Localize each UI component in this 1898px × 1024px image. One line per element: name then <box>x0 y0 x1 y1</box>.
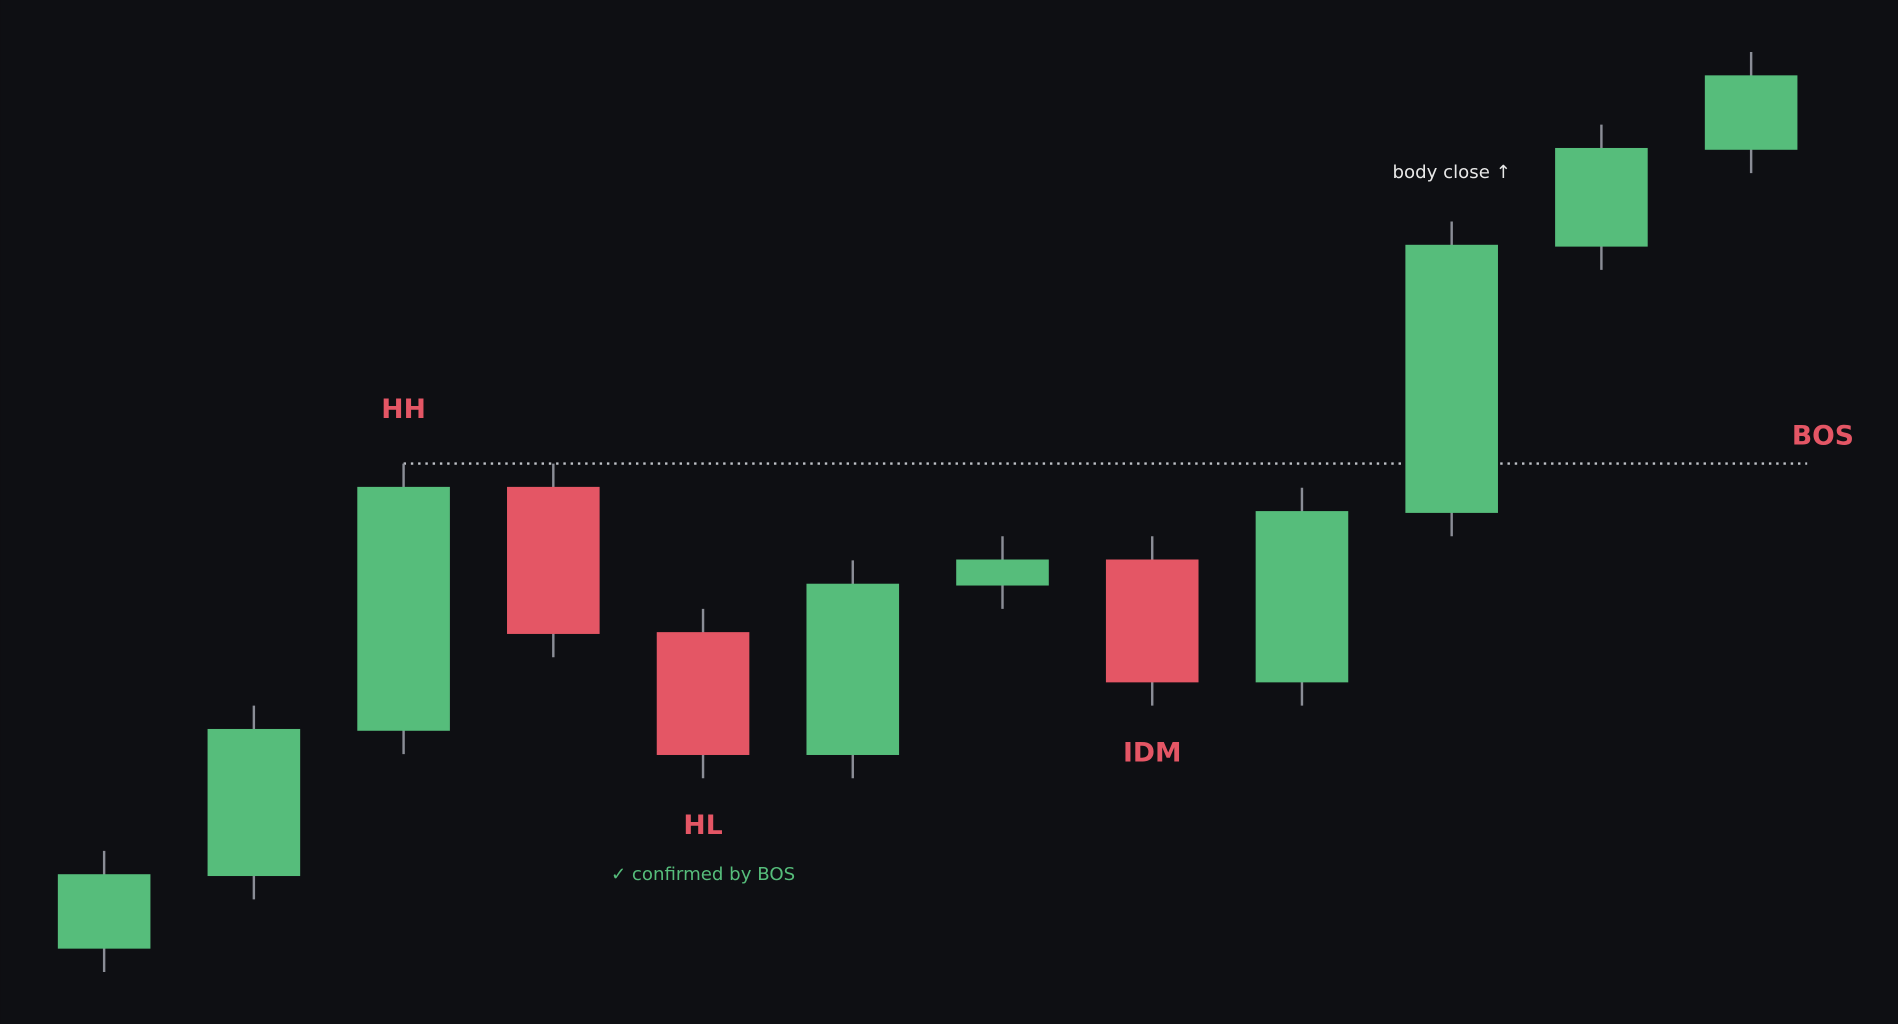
annotation: BOS <box>1792 420 1854 451</box>
candle-body <box>806 583 900 755</box>
candle-body <box>1555 147 1648 247</box>
candle-body <box>57 874 151 949</box>
annotation: HL <box>683 810 722 841</box>
candle-body <box>207 728 301 877</box>
candle-body <box>656 632 750 755</box>
annotation: ✓ confirmed by BOS <box>611 864 795 885</box>
candle-body <box>507 486 600 634</box>
candle-body <box>1405 244 1498 513</box>
annotation: IDM <box>1123 738 1181 769</box>
candle-body <box>956 559 1049 586</box>
candle-body <box>1704 75 1798 150</box>
annotation: HH <box>381 394 426 425</box>
candle-body <box>1255 511 1349 683</box>
candle-body <box>1105 559 1199 683</box>
candle-body <box>357 486 450 731</box>
annotation: body close ↑ <box>1393 162 1511 183</box>
